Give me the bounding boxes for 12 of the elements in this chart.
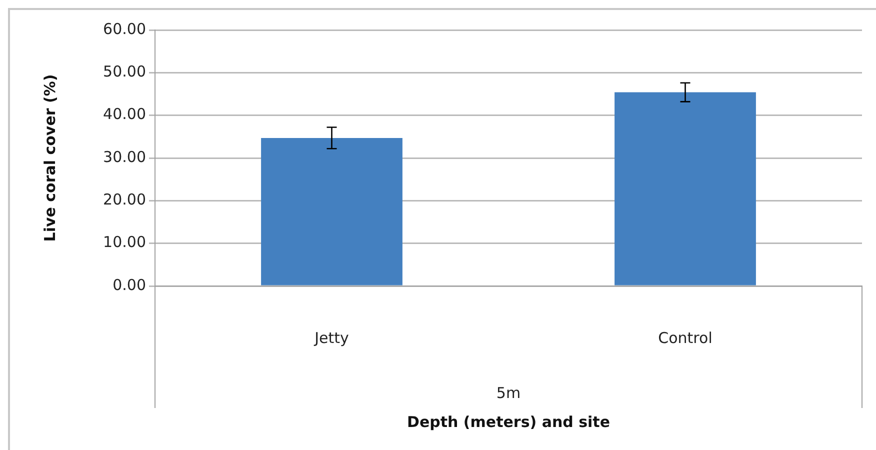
y-tick-label: 20.00 <box>103 190 146 209</box>
text: 5m <box>496 384 521 402</box>
y-tick-label: 40.00 <box>103 105 146 124</box>
y-tick-label: 30.00 <box>103 148 146 166</box>
y-tick-label: 0.00 <box>112 276 146 294</box>
x-axis-title: Depth (meters) and site <box>406 412 610 431</box>
y-axis-title: Live coral cover (%) <box>40 74 59 242</box>
y-tick-label: 10.00 <box>103 233 146 252</box>
x-tick-label: Jetty <box>314 328 350 347</box>
y-tick-label: 60.00 <box>103 20 146 38</box>
y-tick-label: 50.00 <box>103 62 146 81</box>
x-tick-label: Control <box>658 328 712 347</box>
